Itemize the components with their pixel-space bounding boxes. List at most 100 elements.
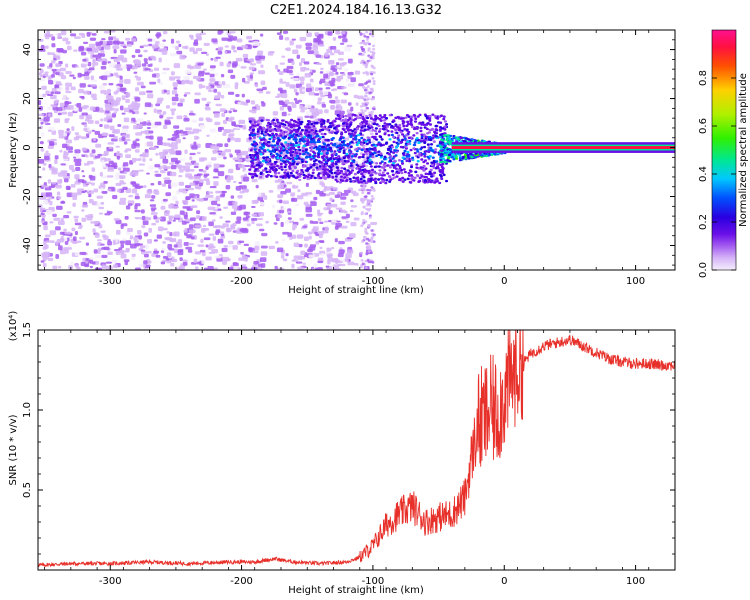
heatmap-cell (331, 164, 335, 168)
heatmap-cell (140, 85, 146, 89)
heatmap-cell (296, 195, 304, 200)
heatmap-cell (100, 201, 105, 205)
heatmap-cell (155, 152, 159, 156)
heatmap-cell (265, 220, 270, 224)
heatmap-cell (227, 69, 234, 74)
heatmap-cell (256, 88, 264, 92)
heatmap-cell (325, 87, 331, 90)
heatmap-cell (279, 175, 283, 178)
heatmap-cell (160, 250, 165, 254)
heatmap-cell (293, 153, 297, 157)
heatmap-cell (88, 70, 92, 73)
heatmap-cell (306, 152, 310, 155)
heatmap-cell (293, 88, 298, 93)
heatmap-cell (262, 138, 266, 141)
heatmap-cell (302, 225, 308, 228)
heatmap-cell (345, 173, 349, 177)
heatmap-cell (412, 134, 416, 137)
heatmap-cell (184, 162, 192, 166)
heatmap-cell (209, 186, 217, 189)
heatmap-cell (342, 173, 346, 176)
heatmap-cell (279, 132, 283, 135)
heatmap-cell (185, 173, 193, 178)
heatmap-cell (102, 83, 108, 86)
heatmap-cell (389, 150, 393, 153)
heatmap-cell (279, 165, 283, 168)
heatmap-cell (350, 140, 354, 144)
heatmap-cell (260, 80, 266, 86)
heatmap-cell (443, 120, 447, 123)
heatmap-cell (65, 86, 70, 91)
heatmap-cell (373, 146, 377, 150)
heatmap-cell (281, 119, 285, 122)
heatmap-cell (254, 241, 261, 247)
heatmap-cell (320, 155, 324, 159)
heatmap-cell (280, 122, 284, 126)
heatmap-cell (326, 203, 332, 208)
heatmap-cell (42, 185, 50, 188)
heatmap-cell (298, 99, 303, 103)
heatmap-cell (299, 76, 305, 82)
heatmap-cell (329, 99, 336, 104)
heatmap-cell (178, 188, 186, 193)
heatmap-cell (165, 210, 170, 214)
heatmap-cell (360, 211, 364, 214)
heatmap-cell (287, 105, 291, 111)
heatmap-cell (368, 151, 372, 154)
heatmap-cell (224, 45, 229, 48)
heatmap-cell (256, 157, 260, 160)
heatmap-cell (260, 64, 264, 68)
heatmap-cell (298, 139, 302, 143)
heatmap-cell (368, 214, 372, 217)
heatmap-cell (340, 196, 347, 200)
heatmap-cell (280, 222, 284, 227)
heatmap-cell (386, 125, 390, 128)
heatmap-cell (334, 194, 341, 199)
heatmap-cell (122, 238, 127, 241)
heatmap-cell (423, 145, 427, 149)
heatmap-cell (307, 231, 313, 235)
heatmap-cell (371, 77, 375, 80)
heatmap-cell (365, 181, 369, 184)
heatmap-cell (284, 37, 290, 41)
heatmap-cell (334, 96, 339, 100)
heatmap-cell (226, 258, 231, 262)
heatmap-cell (119, 180, 124, 185)
heatmap-cell (308, 91, 316, 96)
heatmap-cell (312, 157, 316, 160)
heatmap-cell (333, 264, 340, 270)
heatmap-cell (360, 142, 364, 146)
heatmap-cell (115, 145, 120, 148)
heatmap-cell (390, 125, 394, 128)
heatmap-cell (285, 82, 290, 87)
heatmap-cell (286, 174, 290, 178)
heatmap-cell (397, 168, 401, 172)
heatmap-cell (368, 155, 372, 158)
heatmap-cell (43, 116, 50, 122)
heatmap-cell (83, 123, 88, 128)
heatmap-cell (313, 176, 317, 180)
heatmap-cell (209, 73, 215, 78)
heatmap-cell (393, 159, 397, 163)
heatmap-cell (390, 133, 394, 137)
heatmap-cell (74, 218, 79, 223)
heatmap-cell (297, 189, 301, 193)
heatmap-cell (410, 177, 414, 181)
heatmap-cell (287, 124, 291, 127)
heatmap-cell (400, 171, 404, 175)
heatmap-cell (100, 230, 106, 233)
heatmap-cell (92, 54, 97, 58)
heatmap-cell (316, 36, 321, 42)
heatmap-cell (94, 155, 101, 159)
heatmap-cell (162, 198, 168, 202)
heatmap-cell (145, 135, 151, 139)
heatmap-cell (405, 128, 409, 131)
heatmap-cell (157, 226, 164, 232)
heatmap-cell (353, 172, 357, 176)
heatmap-cell (345, 213, 350, 218)
heatmap-cell (56, 107, 63, 112)
heatmap-cell (73, 215, 79, 219)
heatmap-cell (455, 157, 459, 160)
heatmap-cell (272, 123, 276, 126)
